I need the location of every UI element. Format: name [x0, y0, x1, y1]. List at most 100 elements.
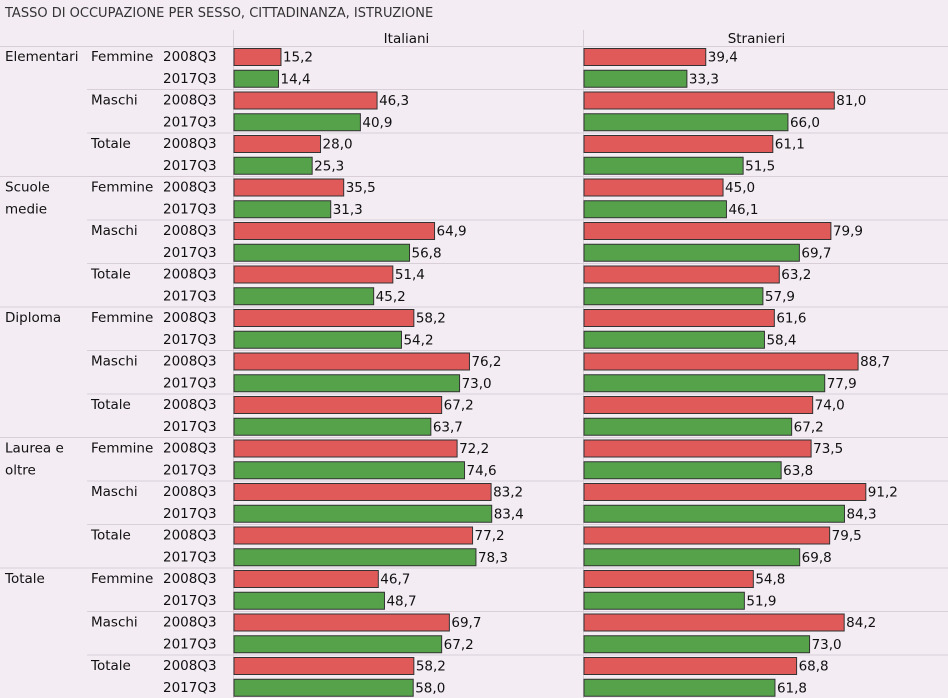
period-label: 2017Q3	[163, 245, 217, 261]
period-label: 2017Q3	[163, 419, 217, 435]
data-label-italiani: 76,2	[471, 354, 501, 370]
data-label-italiani: 83,2	[493, 485, 523, 501]
bar-stranieri-2008q3	[583, 396, 814, 414]
data-label-stranieri: 84,2	[846, 615, 876, 631]
period-label: 2017Q3	[163, 636, 217, 652]
data-label-stranieri: 63,8	[783, 463, 813, 479]
bar-italiani-2008q3	[233, 613, 450, 632]
data-label-italiani: 46,7	[380, 572, 410, 588]
bar-stranieri-2017q3	[583, 330, 765, 349]
bar-stranieri-2017q3	[583, 374, 826, 393]
bar-stranieri-2017q3	[583, 548, 801, 567]
data-label-italiani: 77,2	[475, 528, 505, 544]
period-label: 2008Q3	[163, 49, 217, 65]
education-label: medie	[5, 201, 47, 217]
bar-italiani-2008q3	[233, 222, 436, 240]
data-label-italiani: 74,6	[467, 463, 497, 479]
bar-italiani-2017q3	[233, 200, 332, 219]
data-label-stranieri: 58,4	[766, 332, 796, 348]
data-label-stranieri: 68,8	[799, 659, 829, 675]
sex-label: Totale	[90, 267, 131, 283]
education-label: Elementari	[5, 49, 78, 65]
period-label: 2008Q3	[163, 354, 217, 370]
bar-stranieri-2008q3	[583, 222, 832, 240]
bar-stranieri-2008q3	[583, 135, 774, 153]
bar-stranieri-2008q3	[583, 48, 707, 66]
data-label-italiani: 51,4	[395, 267, 425, 283]
period-label: 2017Q3	[163, 462, 217, 478]
sex-label: Totale	[90, 658, 131, 674]
data-label-stranieri: 63,2	[781, 267, 811, 283]
bar-stranieri-2008q3	[583, 352, 859, 371]
bar-stranieri-2017q3	[583, 200, 727, 219]
data-label-italiani: 67,2	[444, 637, 474, 653]
education-label: Scuole	[5, 180, 50, 196]
bar-italiani-2017q3	[233, 461, 466, 480]
sex-label: Maschi	[91, 484, 138, 500]
data-label-italiani: 28,0	[323, 137, 353, 153]
sex-label: Femmine	[91, 49, 153, 65]
data-label-italiani: 69,7	[451, 615, 481, 631]
period-label: 2008Q3	[163, 528, 217, 544]
bar-italiani-2008q3	[233, 526, 474, 545]
data-label-italiani: 35,5	[346, 180, 376, 196]
bar-italiani-2008q3	[233, 265, 394, 284]
sex-label: Maschi	[91, 354, 138, 370]
bar-stranieri-2017q3	[583, 461, 782, 480]
period-label: 2008Q3	[163, 223, 217, 239]
bar-italiani-2008q3	[233, 570, 379, 588]
bar-italiani-2017q3	[233, 113, 361, 132]
data-label-italiani: 45,2	[376, 289, 406, 305]
data-label-italiani: 15,2	[283, 50, 313, 66]
data-label-italiani: 58,2	[416, 659, 446, 675]
data-label-stranieri: 45,0	[725, 180, 755, 196]
bar-stranieri-2017q3	[583, 287, 764, 306]
data-label-stranieri: 84,3	[846, 506, 876, 522]
period-label: 2017Q3	[163, 549, 217, 565]
period-label: 2008Q3	[163, 484, 217, 500]
bar-italiani-2008q3	[233, 657, 415, 675]
bar-italiani-2017q3	[233, 548, 477, 567]
data-label-italiani: 83,4	[494, 506, 524, 522]
data-label-stranieri: 69,8	[802, 550, 832, 566]
period-label: 2008Q3	[163, 267, 217, 283]
bar-italiani-2008q3	[233, 91, 378, 110]
sex-label: Maschi	[91, 93, 138, 109]
education-label: Laurea e	[5, 441, 64, 457]
bar-italiani-2008q3	[233, 178, 345, 197]
data-label-stranieri: 57,9	[765, 289, 795, 305]
bar-italiani-2008q3	[233, 439, 458, 458]
data-label-italiani: 31,3	[333, 202, 363, 218]
data-label-italiani: 58,2	[416, 311, 446, 327]
bar-italiani-2017q3	[233, 156, 313, 175]
data-label-italiani: 58,0	[415, 680, 445, 696]
bar-italiani-2008q3	[233, 48, 282, 66]
bar-stranieri-2017q3	[583, 113, 789, 132]
data-label-stranieri: 39,4	[708, 50, 738, 66]
bar-stranieri-2017q3	[583, 591, 745, 610]
bar-italiani-2008q3	[233, 309, 415, 327]
bar-italiani-2017q3	[233, 417, 432, 436]
data-label-italiani: 46,3	[379, 93, 409, 109]
period-label: 2008Q3	[163, 658, 217, 674]
bar-stranieri-2017q3	[583, 243, 800, 262]
bar-stranieri-2017q3	[583, 69, 688, 88]
sex-label: Totale	[90, 136, 131, 152]
data-label-stranieri: 69,7	[801, 245, 831, 261]
period-label: 2017Q3	[163, 71, 217, 87]
period-label: 2008Q3	[163, 571, 217, 587]
data-label-stranieri: 81,0	[836, 93, 866, 109]
bar-stranieri-2008q3	[583, 265, 780, 284]
sex-label: Femmine	[91, 180, 153, 196]
bar-stranieri-2017q3	[583, 156, 744, 175]
period-label: 2008Q3	[163, 180, 217, 196]
education-label: oltre	[5, 462, 36, 478]
sex-label: Totale	[90, 397, 131, 413]
sex-label: Maschi	[91, 223, 138, 239]
period-label: 2017Q3	[163, 506, 217, 522]
bar-stranieri-2008q3	[583, 309, 775, 327]
sex-label: Femmine	[91, 441, 153, 457]
sex-label: Femmine	[91, 310, 153, 326]
data-label-italiani: 73,0	[462, 376, 492, 392]
